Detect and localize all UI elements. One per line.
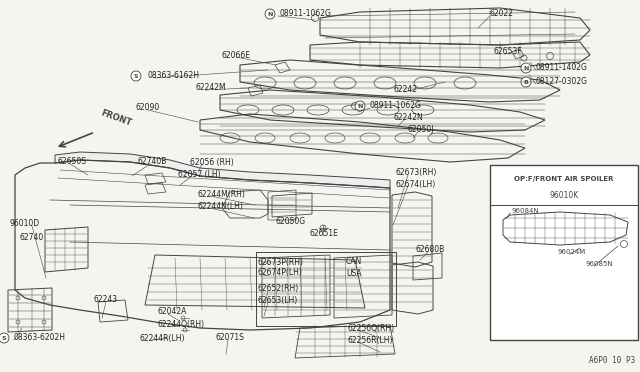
- Text: 62651E: 62651E: [310, 230, 339, 238]
- Text: 62244R(LH): 62244R(LH): [140, 334, 186, 343]
- Text: 62050J: 62050J: [408, 125, 435, 135]
- Text: FRONT: FRONT: [100, 109, 133, 128]
- Text: 96084N: 96084N: [511, 208, 539, 214]
- Text: 62244M(RH): 62244M(RH): [198, 189, 246, 199]
- Text: 62256Q(RH): 62256Q(RH): [348, 324, 395, 333]
- Text: S: S: [2, 336, 6, 340]
- Text: B: B: [524, 80, 529, 84]
- Circle shape: [521, 63, 531, 73]
- Text: 62740B: 62740B: [138, 157, 168, 167]
- Text: 62090: 62090: [136, 103, 160, 112]
- Text: 62680B: 62680B: [415, 246, 444, 254]
- Text: 62066E: 62066E: [222, 51, 251, 60]
- Text: 62674(LH): 62674(LH): [396, 180, 436, 189]
- Text: 96010D: 96010D: [10, 219, 40, 228]
- Text: 08363-6202H: 08363-6202H: [14, 334, 66, 343]
- Circle shape: [355, 101, 365, 111]
- Text: 96010K: 96010K: [549, 190, 579, 199]
- Text: 62056 (RH): 62056 (RH): [190, 157, 234, 167]
- Text: 62673P(RH): 62673P(RH): [258, 257, 304, 266]
- Text: 62022: 62022: [490, 10, 514, 19]
- Text: N: N: [268, 12, 273, 16]
- Text: 96024M: 96024M: [558, 249, 586, 255]
- Circle shape: [131, 71, 141, 81]
- Text: 62042A: 62042A: [158, 308, 188, 317]
- Circle shape: [0, 333, 9, 343]
- Text: OP:F/FRONT AIR SPOILER: OP:F/FRONT AIR SPOILER: [515, 176, 614, 182]
- Text: 96085N: 96085N: [586, 261, 614, 267]
- Text: 62244N(LH): 62244N(LH): [198, 202, 244, 211]
- Text: 08363-6162H: 08363-6162H: [148, 71, 200, 80]
- Polygon shape: [55, 152, 390, 188]
- Text: 62653F: 62653F: [494, 48, 523, 57]
- Text: 08127-0302G: 08127-0302G: [536, 77, 588, 87]
- Circle shape: [521, 77, 531, 87]
- Text: 62057 (LH): 62057 (LH): [178, 170, 221, 179]
- Circle shape: [265, 9, 275, 19]
- Text: A6P0 10 P3: A6P0 10 P3: [589, 356, 635, 365]
- Text: N: N: [357, 103, 363, 109]
- Text: 08911-1402G: 08911-1402G: [536, 64, 588, 73]
- Text: USA: USA: [346, 269, 362, 278]
- Text: 62244Q(RH): 62244Q(RH): [158, 320, 205, 328]
- Text: 62652(RH): 62652(RH): [258, 283, 300, 292]
- Text: 62256R(LH): 62256R(LH): [348, 336, 394, 344]
- Text: 62674P(LH): 62674P(LH): [258, 269, 303, 278]
- Text: 62673(RH): 62673(RH): [396, 169, 437, 177]
- Text: 08911-1062G: 08911-1062G: [370, 102, 422, 110]
- Text: 62242: 62242: [393, 86, 417, 94]
- Text: 62650S: 62650S: [58, 157, 87, 167]
- Text: S: S: [134, 74, 138, 78]
- Text: 08911-1062G: 08911-1062G: [280, 10, 332, 19]
- Text: 62242M: 62242M: [195, 83, 226, 93]
- Text: 62740: 62740: [20, 234, 44, 243]
- Text: 62653(LH): 62653(LH): [258, 295, 298, 305]
- Text: CAN: CAN: [346, 257, 362, 266]
- Text: 62071S: 62071S: [216, 334, 245, 343]
- Bar: [490, 165, 638, 340]
- Text: 62050G: 62050G: [276, 218, 306, 227]
- Text: 62243: 62243: [94, 295, 118, 305]
- Text: N: N: [524, 65, 529, 71]
- Text: 62242N: 62242N: [393, 113, 423, 122]
